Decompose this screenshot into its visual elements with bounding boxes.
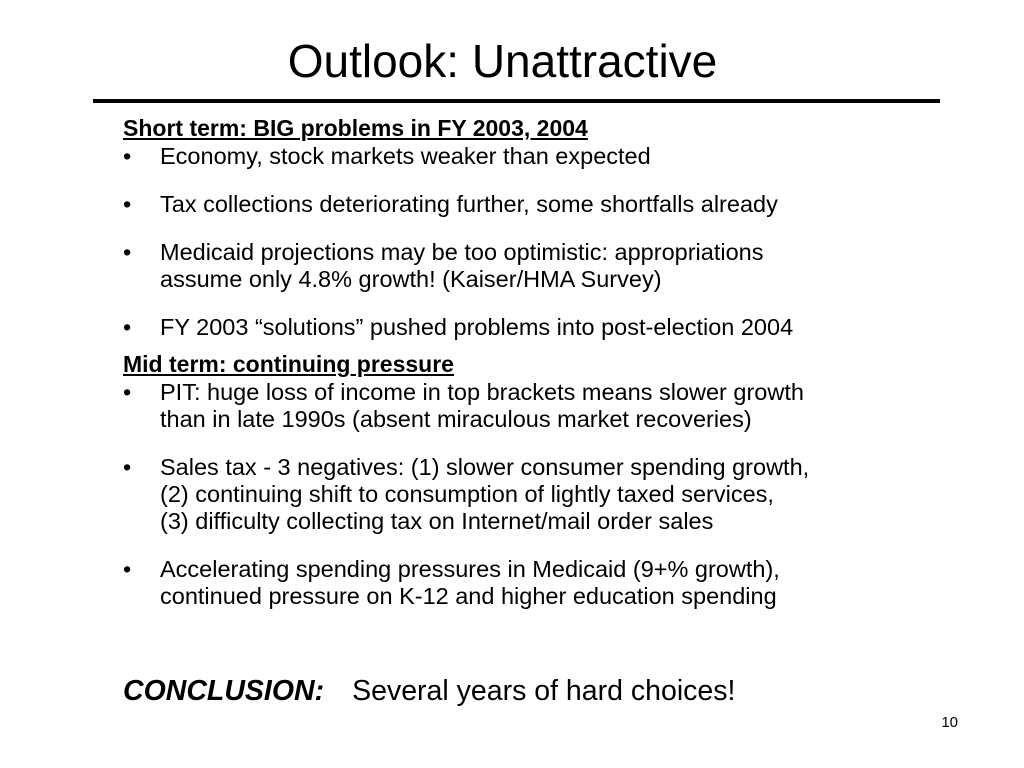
bullet-marker: •: [123, 143, 132, 169]
slide-title: Outlook: Unattractive: [287, 35, 718, 87]
list-item: • Accelerating spending pressures in Medi…: [123, 556, 973, 610]
title-divider: [93, 99, 940, 103]
bullet-marker: •: [123, 556, 132, 582]
bullet-text: FY 2003 “solutions” pushed problems into…: [160, 314, 794, 340]
bullet-marker: •: [123, 379, 132, 405]
mid-term-heading: Mid term: continuing pressure: [123, 351, 454, 377]
slide-content: Short term: BIG problems in FY 2003, 200…: [123, 113, 973, 610]
conclusion-label: CONCLUSION:: [123, 675, 325, 707]
list-item: • Economy, stock markets weaker than expe…: [123, 143, 973, 170]
list-item: • Sales tax - 3 negatives: (1) slower con…: [123, 454, 973, 535]
list-item: • FY 2003 “solutions” pushed problems int…: [123, 314, 973, 341]
bullet-text: Economy, stock markets weaker than expec…: [160, 143, 651, 169]
bullet-text: Medicaid projections may be too optimist…: [160, 239, 764, 292]
bullet-marker: •: [123, 239, 132, 265]
bullet-marker: •: [123, 191, 132, 217]
bullet-text: Accelerating spending pressures in Medic…: [160, 556, 780, 609]
bullet-text: PIT: huge loss of income in top brackets…: [160, 379, 804, 432]
list-item: • PIT: huge loss of income in top bracket…: [123, 379, 973, 433]
bullet-text: Sales tax - 3 negatives: (1) slower cons…: [160, 454, 810, 534]
list-item: • Medicaid projections may be too optimis…: [123, 239, 973, 293]
bullet-text: Tax collections deteriorating further, s…: [160, 191, 778, 217]
conclusion-text: Several years of hard choices!: [352, 675, 736, 707]
list-item: • Tax collections deteriorating further, …: [123, 191, 973, 218]
bullet-marker: •: [123, 314, 132, 340]
short-term-heading: Short term: BIG problems in FY 2003, 200…: [123, 115, 588, 141]
bullet-marker: •: [123, 454, 132, 480]
mid-term-list: • PIT: huge loss of income in top bracket…: [123, 379, 973, 610]
conclusion: CONCLUSION: Several years of hard choices…: [123, 673, 735, 709]
short-term-list: • Economy, stock markets weaker than expe…: [123, 143, 973, 341]
page-number: 10: [941, 714, 958, 731]
